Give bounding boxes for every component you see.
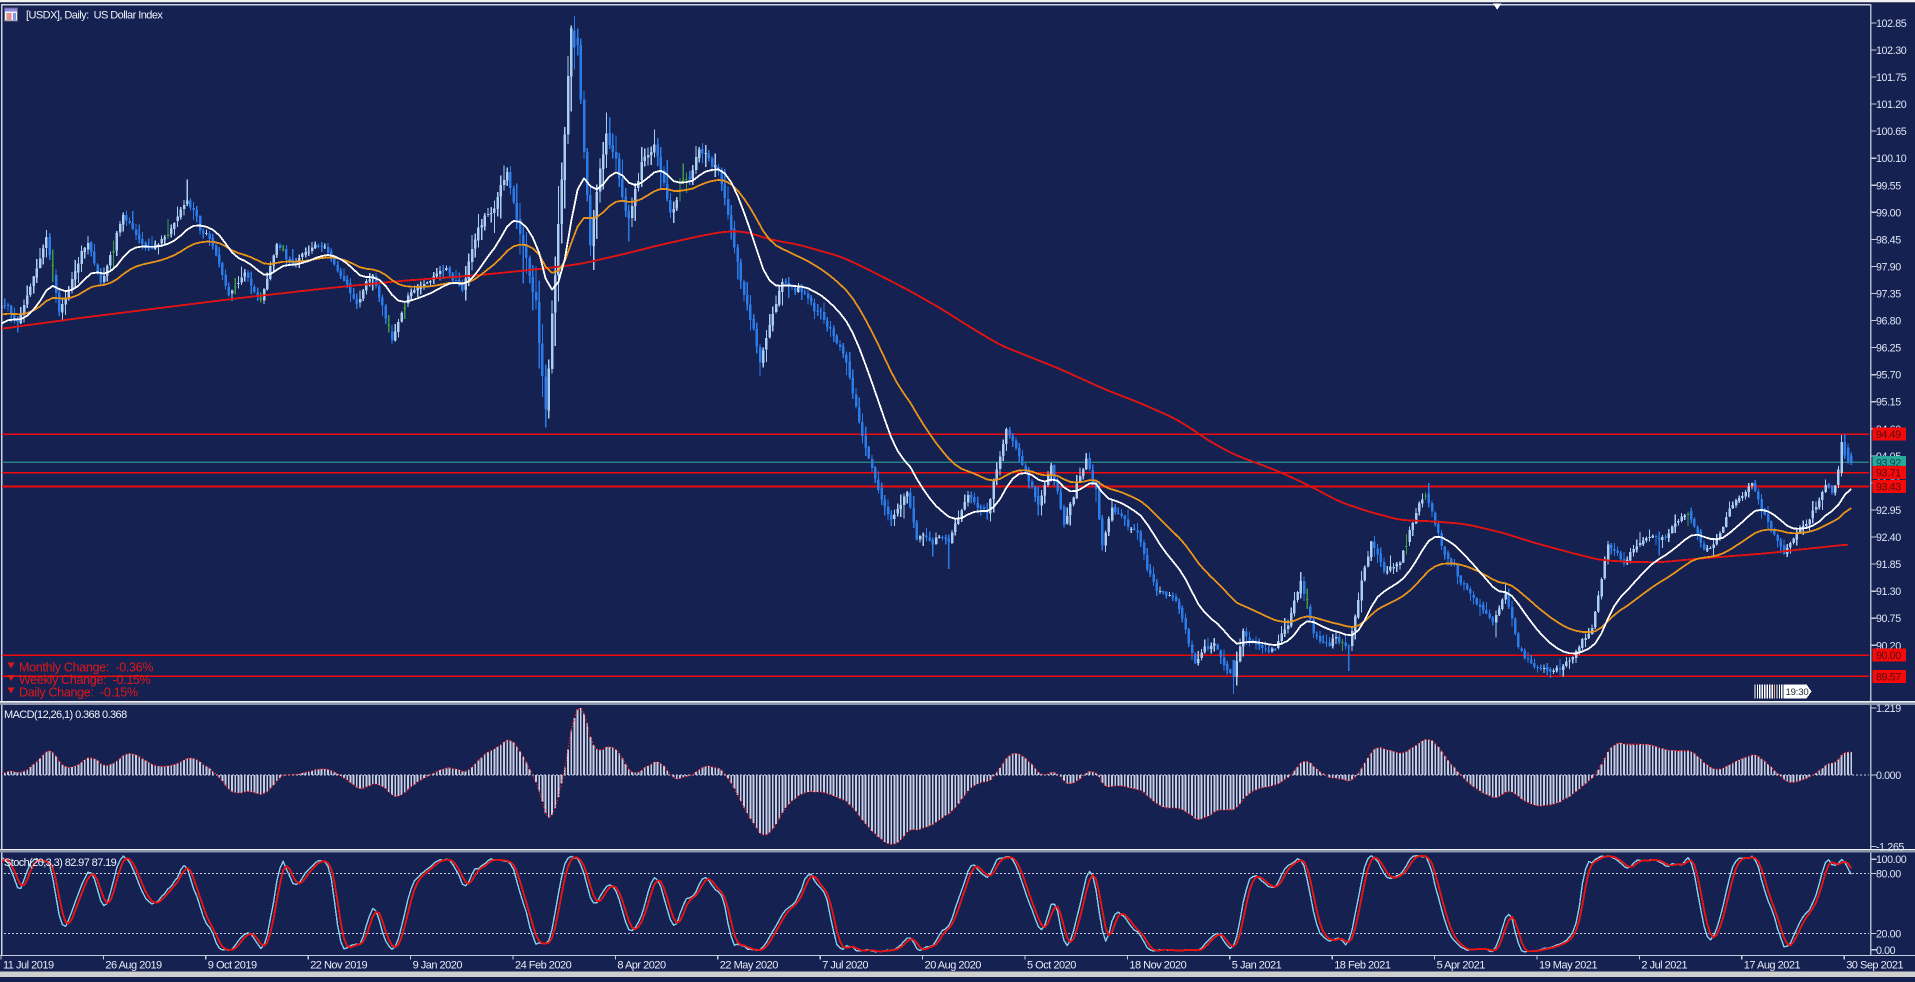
svg-text:100.10: 100.10 xyxy=(1876,153,1907,165)
svg-text:26 Aug 2019: 26 Aug 2019 xyxy=(105,960,162,972)
svg-text:20 Aug 2020: 20 Aug 2020 xyxy=(925,960,982,972)
svg-text:5 Apr 2021: 5 Apr 2021 xyxy=(1437,960,1486,972)
svg-text:19 May 2021: 19 May 2021 xyxy=(1539,960,1597,972)
svg-text:22 Nov 2019: 22 Nov 2019 xyxy=(310,960,367,972)
svg-text:91.30: 91.30 xyxy=(1876,586,1901,598)
svg-text:8 Apr 2020: 8 Apr 2020 xyxy=(617,960,666,972)
svg-text:95.15: 95.15 xyxy=(1876,397,1901,409)
svg-text:Stoch(20,3,3) 82.97 87.19: Stoch(20,3,3) 82.97 87.19 xyxy=(4,857,117,869)
svg-text:-1.265: -1.265 xyxy=(1876,842,1904,854)
svg-text:102.30: 102.30 xyxy=(1876,45,1907,57)
svg-text:18 Feb 2021: 18 Feb 2021 xyxy=(1334,960,1391,972)
svg-text:99.00: 99.00 xyxy=(1876,207,1901,219)
svg-text:Weekly Change: -0.15%: Weekly Change: -0.15% xyxy=(19,673,151,687)
svg-text:0.00: 0.00 xyxy=(1876,945,1896,957)
svg-text:93.43: 93.43 xyxy=(1876,481,1901,493)
svg-text:89.57: 89.57 xyxy=(1876,671,1901,683)
svg-text:MACD(12,26,1) 0.368 0.368: MACD(12,26,1) 0.368 0.368 xyxy=(4,709,127,721)
svg-text:18 Nov 2020: 18 Nov 2020 xyxy=(1129,960,1186,972)
svg-text:95.70: 95.70 xyxy=(1876,370,1901,382)
svg-text:98.45: 98.45 xyxy=(1876,234,1901,246)
svg-text:2 Jul 2021: 2 Jul 2021 xyxy=(1641,960,1687,972)
svg-text:97.35: 97.35 xyxy=(1876,289,1901,301)
svg-text:9 Oct 2019: 9 Oct 2019 xyxy=(208,960,257,972)
svg-text:97.90: 97.90 xyxy=(1876,261,1901,273)
svg-text:[USDX], Daily: US Dollar Inde: [USDX], Daily: US Dollar Index xyxy=(26,10,163,22)
svg-text:11 Jul 2019: 11 Jul 2019 xyxy=(3,960,54,972)
svg-text:96.80: 96.80 xyxy=(1876,316,1901,328)
svg-text:100.65: 100.65 xyxy=(1876,126,1907,138)
svg-text:96.25: 96.25 xyxy=(1876,343,1901,355)
svg-text:Daily Change: -0.15%: Daily Change: -0.15% xyxy=(19,686,138,700)
svg-text:1.219: 1.219 xyxy=(1876,703,1901,715)
svg-text:17 Aug 2021: 17 Aug 2021 xyxy=(1744,960,1801,972)
svg-text:93.71: 93.71 xyxy=(1876,468,1901,480)
svg-text:7 Jul 2020: 7 Jul 2020 xyxy=(822,960,868,972)
svg-text:22 May 2020: 22 May 2020 xyxy=(720,960,778,972)
svg-text:99.55: 99.55 xyxy=(1876,180,1901,192)
svg-text:5 Oct 2020: 5 Oct 2020 xyxy=(1027,960,1076,972)
svg-text:92.40: 92.40 xyxy=(1876,532,1901,544)
svg-text:9 Jan 2020: 9 Jan 2020 xyxy=(413,960,463,972)
svg-text:20.00: 20.00 xyxy=(1876,929,1901,941)
svg-text:5 Jan 2021: 5 Jan 2021 xyxy=(1232,960,1282,972)
svg-text:19:30: 19:30 xyxy=(1786,687,1809,698)
svg-text:0.000: 0.000 xyxy=(1876,770,1901,782)
svg-text:94.49: 94.49 xyxy=(1876,429,1901,441)
svg-text:24 Feb 2020: 24 Feb 2020 xyxy=(515,960,572,972)
svg-text:92.95: 92.95 xyxy=(1876,505,1901,517)
svg-text:102.85: 102.85 xyxy=(1876,18,1907,30)
svg-text:Monthly Change: -0.36%: Monthly Change: -0.36% xyxy=(19,661,153,675)
svg-text:91.85: 91.85 xyxy=(1876,559,1901,571)
svg-text:101.20: 101.20 xyxy=(1876,99,1907,111)
svg-text:80.00: 80.00 xyxy=(1876,869,1901,881)
svg-text:100.00: 100.00 xyxy=(1876,854,1907,866)
svg-text:30 Sep 2021: 30 Sep 2021 xyxy=(1846,960,1903,972)
svg-text:90.00: 90.00 xyxy=(1876,650,1901,662)
svg-text:90.75: 90.75 xyxy=(1876,613,1901,625)
svg-text:101.75: 101.75 xyxy=(1876,72,1907,84)
